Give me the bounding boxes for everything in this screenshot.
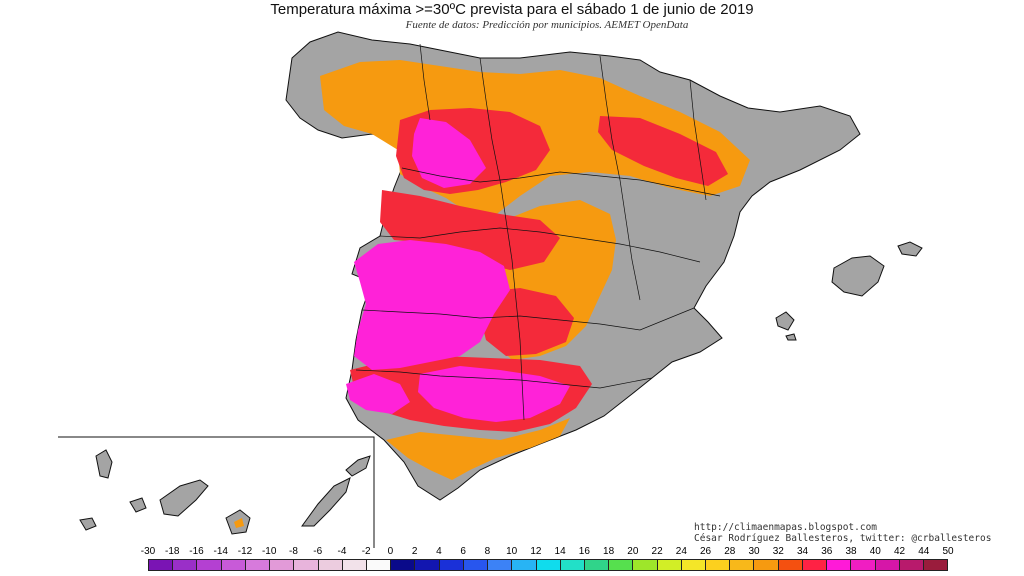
legend-tick-label: 42 — [893, 546, 906, 557]
legend-swatch — [851, 560, 876, 570]
legend-swatch — [245, 560, 271, 570]
credits: http://climaenmapas.blogspot.com César R… — [694, 522, 991, 544]
legend-swatch — [924, 560, 948, 570]
legend-tick-label: 0 — [387, 546, 394, 557]
legend-swatch — [802, 560, 828, 570]
legend-tick-label: 12 — [530, 546, 542, 557]
legend-swatch — [463, 560, 489, 570]
fuerteventura-island — [301, 477, 351, 527]
temperature-legend — [148, 559, 948, 571]
legend-tick-labels: -30 -18 -16 -14 -12 -10 -8 -6 -4 -2 0 2 4 6 8 10 12 14 16 1… — [141, 546, 954, 558]
legend-swatch — [488, 560, 513, 570]
legend-swatch — [342, 560, 367, 570]
legend-swatch — [149, 560, 174, 570]
legend-tick-label: 22 — [651, 546, 663, 557]
legend-swatch — [391, 560, 416, 570]
legend-tick-label: 4 — [436, 546, 442, 557]
legend-tick-label: 2 — [411, 546, 418, 557]
legend-swatch — [681, 560, 707, 570]
legend-swatch — [197, 560, 222, 570]
legend-swatch — [754, 560, 779, 570]
legend-tick-label: 26 — [700, 546, 712, 557]
red-zone-ebro — [598, 116, 728, 186]
legend-swatch — [366, 560, 392, 570]
legend-tick-label: 44 — [918, 546, 930, 557]
legend-tick-label: -10 — [261, 546, 277, 557]
legend-swatch — [415, 560, 440, 570]
legend-swatch — [899, 560, 924, 570]
legend-swatch — [318, 560, 343, 570]
legend-tick-label: 40 — [869, 546, 881, 557]
legend-tick-label: 16 — [578, 546, 590, 557]
credits-url[interactable]: http://climaenmapas.blogspot.com — [694, 522, 878, 533]
gran-canaria-hot-spot — [234, 518, 244, 528]
red-zone-guadiana — [480, 288, 574, 356]
legend-tick-label: -18 — [165, 546, 180, 557]
map-title: Temperatura máxima >=30ºC prevista para … — [270, 1, 754, 18]
legend-tick-label: 36 — [821, 546, 833, 557]
legend-tick-label: 38 — [845, 546, 857, 557]
legend-tick-label: 24 — [675, 546, 687, 557]
legend-tick-label: 50 — [942, 546, 954, 557]
legend-swatch — [778, 560, 803, 570]
legend-tick-label: -8 — [289, 546, 298, 557]
region-borders — [355, 43, 721, 421]
legend-swatch — [633, 560, 658, 570]
legend-tick-label: -16 — [189, 546, 204, 557]
legend-tick-label: -2 — [361, 546, 371, 557]
ibiza-island — [775, 311, 795, 331]
legend-tick-label: 30 — [748, 546, 760, 557]
legend-swatch — [512, 560, 537, 570]
legend-tick-label: -14 — [213, 546, 228, 557]
legend-tick-label: 18 — [603, 546, 615, 557]
el-hierro-island — [79, 517, 97, 531]
tenerife-island — [159, 479, 209, 517]
lanzarote-island — [345, 455, 371, 477]
magenta-zone-guadalquivir — [418, 366, 570, 422]
legend-tick-label: 34 — [796, 546, 809, 557]
legend-tick-label: 10 — [506, 546, 518, 557]
legend-tick-label: -4 — [337, 546, 347, 557]
legend-swatch — [827, 560, 852, 570]
la-palma-island — [95, 449, 113, 479]
legend-swatch — [706, 560, 731, 570]
credits-author: César Rodríguez Ballesteros, twitter: @c… — [694, 533, 992, 544]
magenta-zone-northwest — [412, 118, 486, 188]
canary-inset-frame — [58, 436, 375, 548]
legend-tick-label: -12 — [237, 546, 253, 557]
legend-swatch — [609, 560, 634, 570]
magenta-zone-extremadura — [354, 240, 510, 370]
legend-tick-label: 14 — [554, 546, 566, 557]
legend-swatch — [584, 560, 610, 570]
mallorca-island — [831, 255, 885, 297]
legend-swatch — [875, 560, 900, 570]
legend-swatch — [560, 560, 585, 570]
legend-swatch — [657, 560, 682, 570]
map-subtitle: Fuente de datos: Predicción por municipi… — [405, 19, 689, 31]
legend-tick-label: 28 — [724, 546, 736, 557]
legend-tick-label: 32 — [772, 546, 784, 557]
legend-tick-label: -6 — [313, 546, 323, 557]
legend-swatch — [439, 560, 464, 570]
orange-zone-south — [386, 418, 570, 480]
legend-swatch — [270, 560, 295, 570]
red-zone-west — [380, 190, 560, 270]
legend-swatch — [730, 560, 755, 570]
menorca-island — [897, 241, 923, 257]
legend-tick-label: 6 — [460, 546, 466, 557]
legend-swatch — [221, 560, 246, 570]
magenta-zone-huelva — [346, 374, 410, 414]
legend-tick-label: -30 — [140, 546, 156, 557]
legend-tick-label: 8 — [484, 546, 491, 557]
formentera-island — [785, 333, 797, 341]
legend-swatch — [294, 560, 319, 570]
legend-swatch — [173, 560, 198, 570]
legend-tick-label: 20 — [627, 546, 639, 557]
la-gomera-island — [129, 497, 147, 513]
legend-swatch — [536, 560, 561, 570]
